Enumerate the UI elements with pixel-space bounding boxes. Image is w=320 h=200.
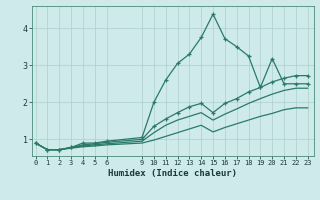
- X-axis label: Humidex (Indice chaleur): Humidex (Indice chaleur): [108, 169, 237, 178]
